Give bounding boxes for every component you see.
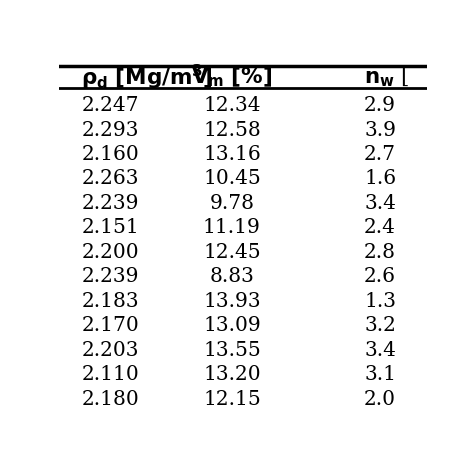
- Text: 2.160: 2.160: [82, 145, 139, 164]
- Text: 2.180: 2.180: [82, 390, 139, 409]
- Text: 2.183: 2.183: [82, 292, 139, 311]
- Text: 3.1: 3.1: [364, 365, 396, 384]
- Text: 11.19: 11.19: [203, 219, 261, 237]
- Text: 3.4: 3.4: [364, 194, 396, 213]
- Text: 9.78: 9.78: [210, 194, 255, 213]
- Text: 2.203: 2.203: [82, 341, 139, 360]
- Text: 2.263: 2.263: [82, 170, 139, 189]
- Text: 2.110: 2.110: [82, 365, 139, 384]
- Text: 13.16: 13.16: [203, 145, 261, 164]
- Text: 12.15: 12.15: [203, 390, 261, 409]
- Text: 2.247: 2.247: [82, 96, 139, 115]
- Text: $\mathbf{V_m}$ $\mathbf{[\%]}$: $\mathbf{V_m}$ $\mathbf{[\%]}$: [191, 65, 273, 89]
- Text: 2.8: 2.8: [364, 243, 396, 262]
- Text: 2.239: 2.239: [82, 267, 139, 286]
- Text: 2.293: 2.293: [82, 120, 139, 139]
- Text: 2.239: 2.239: [82, 194, 139, 213]
- Text: $\mathbf{n_w}$ [: $\mathbf{n_w}$ [: [364, 65, 410, 89]
- Text: 2.4: 2.4: [364, 219, 396, 237]
- Text: 2.6: 2.6: [364, 267, 396, 286]
- Text: 12.58: 12.58: [203, 120, 261, 139]
- Text: 12.45: 12.45: [203, 243, 261, 262]
- Text: 13.20: 13.20: [203, 365, 261, 384]
- Text: 2.170: 2.170: [82, 316, 139, 335]
- Text: 3.4: 3.4: [364, 341, 396, 360]
- Text: $\mathbf{\rho_d}$ $\mathbf{[Mg/m^3]}$: $\mathbf{\rho_d}$ $\mathbf{[Mg/m^3]}$: [82, 63, 213, 91]
- Text: 3.9: 3.9: [364, 120, 396, 139]
- Text: 1.6: 1.6: [364, 170, 396, 189]
- Text: 2.200: 2.200: [82, 243, 139, 262]
- Text: 8.83: 8.83: [210, 267, 255, 286]
- Text: 12.34: 12.34: [203, 96, 261, 115]
- Text: 2.151: 2.151: [82, 219, 139, 237]
- Text: 13.93: 13.93: [203, 292, 261, 311]
- Text: 3.2: 3.2: [364, 316, 396, 335]
- Text: 10.45: 10.45: [203, 170, 261, 189]
- Text: 13.09: 13.09: [203, 316, 261, 335]
- Text: 2.0: 2.0: [364, 390, 396, 409]
- Text: 1.3: 1.3: [364, 292, 396, 311]
- Text: 13.55: 13.55: [203, 341, 261, 360]
- Text: 2.7: 2.7: [364, 145, 396, 164]
- Text: 2.9: 2.9: [364, 96, 396, 115]
